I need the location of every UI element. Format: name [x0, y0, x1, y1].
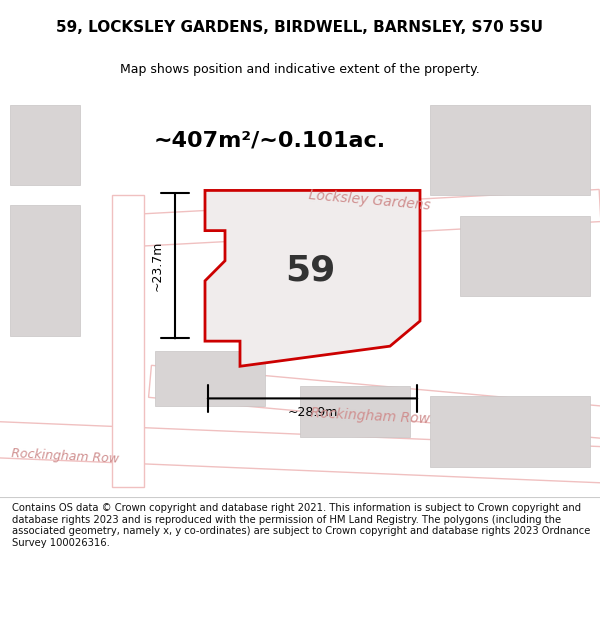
Text: 59, LOCKSLEY GARDENS, BIRDWELL, BARNSLEY, S70 5SU: 59, LOCKSLEY GARDENS, BIRDWELL, BARNSLEY… [56, 21, 544, 36]
Text: Rockingham Row: Rockingham Row [11, 448, 119, 466]
Polygon shape [10, 105, 80, 186]
Polygon shape [10, 206, 80, 336]
Polygon shape [300, 386, 410, 437]
Polygon shape [112, 196, 144, 487]
Polygon shape [129, 189, 600, 247]
Text: Contains OS data © Crown copyright and database right 2021. This information is : Contains OS data © Crown copyright and d… [12, 503, 590, 548]
Polygon shape [149, 366, 600, 442]
Polygon shape [205, 191, 420, 366]
Polygon shape [430, 396, 590, 467]
Polygon shape [460, 216, 590, 296]
Text: ~28.9m: ~28.9m [287, 406, 338, 419]
Polygon shape [155, 351, 265, 406]
Text: Map shows position and indicative extent of the property.: Map shows position and indicative extent… [120, 64, 480, 76]
Text: ~407m²/~0.101ac.: ~407m²/~0.101ac. [154, 130, 386, 150]
Text: Locksley Gardens: Locksley Gardens [308, 188, 431, 213]
Polygon shape [0, 421, 600, 485]
Polygon shape [430, 105, 590, 196]
Text: 59: 59 [285, 254, 335, 288]
Text: ~23.7m: ~23.7m [151, 241, 163, 291]
Text: Rockingham Row: Rockingham Row [310, 406, 430, 427]
